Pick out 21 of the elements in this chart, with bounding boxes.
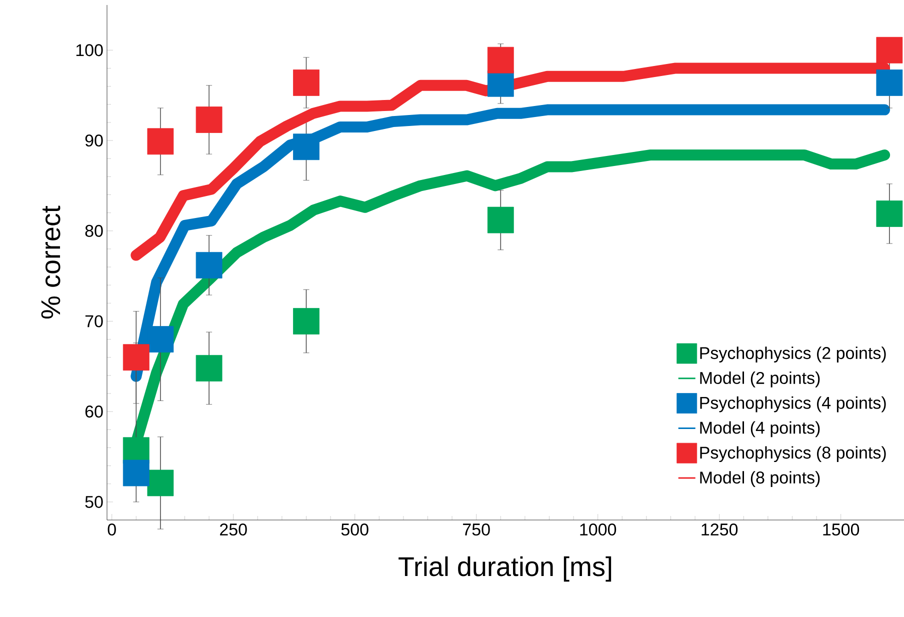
y-axis-title: % correct bbox=[41, 206, 60, 319]
x-tick-label: 250 bbox=[220, 524, 247, 536]
x-tick-label: 1500 bbox=[823, 524, 860, 536]
legend-label: Psychophysics (8 points) bbox=[700, 446, 886, 462]
legend-label: Model (4 points) bbox=[700, 421, 820, 438]
x-axis-title: Trial duration [ms] bbox=[398, 556, 612, 582]
x-tick-label: 1000 bbox=[580, 524, 616, 536]
y-tick-label: 60 bbox=[85, 406, 103, 418]
y-tick-label: 100 bbox=[76, 44, 103, 56]
x-tick-label: 1250 bbox=[702, 524, 738, 536]
y-tick-label: 80 bbox=[85, 224, 103, 237]
legend-label: Psychophysics (4 points) bbox=[700, 396, 886, 412]
legend-label: Model (2 points) bbox=[700, 372, 820, 388]
legend-label: Psychophysics (2 points) bbox=[700, 346, 886, 362]
y-tick-label: 50 bbox=[85, 496, 103, 508]
x-tick-label: 750 bbox=[463, 524, 490, 536]
y-tick-label: 70 bbox=[85, 315, 103, 328]
x-tick-label: 500 bbox=[341, 524, 368, 536]
legend-label: Model (8 points) bbox=[700, 471, 820, 487]
x-tick-label: 0 bbox=[108, 524, 116, 536]
y-tick-label: 90 bbox=[85, 134, 103, 147]
